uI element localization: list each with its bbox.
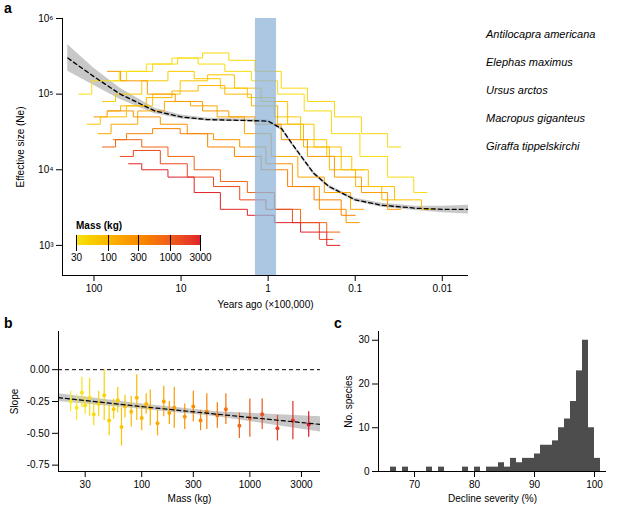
svg-text:10⁵: 10⁵ (38, 88, 53, 99)
svg-text:0.01: 0.01 (433, 283, 453, 294)
svg-text:0.1: 0.1 (348, 283, 362, 294)
svg-text:3000: 3000 (189, 252, 212, 263)
svg-text:Mass (kg): Mass (kg) (168, 493, 212, 504)
svg-text:0: 0 (364, 466, 370, 477)
html-text:Antilocapra americana: Antilocapra americana (486, 28, 596, 40)
svg-text:100: 100 (100, 252, 117, 263)
svg-text:Years ago (×100,000): Years ago (×100,000) (217, 299, 313, 310)
svg-text:70: 70 (409, 479, 421, 490)
svg-text:1000: 1000 (239, 479, 262, 490)
svg-text:-0.25: -0.25 (27, 396, 50, 407)
svg-text:80: 80 (469, 479, 481, 490)
html-text:Macropus giganteus: Macropus giganteus (486, 112, 586, 124)
html-text:Giraffa tippelskirchi: Giraffa tippelskirchi (486, 140, 580, 152)
svg-text:90: 90 (529, 479, 541, 490)
svg-text:1: 1 (265, 283, 271, 294)
svg-text:30: 30 (71, 252, 83, 263)
svg-text:Slope: Slope (9, 388, 20, 414)
svg-text:10: 10 (176, 283, 188, 294)
svg-text:-0.50: -0.50 (27, 428, 50, 439)
svg-text:30: 30 (358, 334, 370, 345)
html-text:c: c (334, 315, 342, 331)
svg-text:No. species: No. species (343, 375, 354, 427)
svg-text:30: 30 (80, 479, 92, 490)
svg-text:1000: 1000 (159, 252, 182, 263)
svg-text:20: 20 (358, 378, 370, 389)
svg-text:Mass (kg): Mass (kg) (76, 220, 122, 231)
svg-text:100: 100 (586, 479, 603, 490)
svg-text:300: 300 (130, 252, 147, 263)
svg-text:10: 10 (358, 422, 370, 433)
svg-text:10⁶: 10⁶ (38, 13, 53, 24)
svg-text:Decline severity (%): Decline severity (%) (448, 493, 537, 504)
svg-text:100: 100 (86, 283, 103, 294)
svg-text:3000: 3000 (290, 479, 313, 490)
svg-text:300: 300 (185, 479, 202, 490)
svg-text:Effective size (Ne): Effective size (Ne) (15, 107, 26, 188)
html-text:a: a (4, 0, 12, 16)
svg-text:10⁴: 10⁴ (38, 164, 53, 175)
svg-text:10³: 10³ (39, 240, 54, 251)
html-text:Ursus arctos: Ursus arctos (486, 84, 548, 96)
svg-text:-0.75: -0.75 (27, 459, 50, 470)
svg-text:100: 100 (133, 479, 150, 490)
html-text:Elephas maximus: Elephas maximus (486, 56, 573, 68)
svg-text:0.00: 0.00 (30, 364, 50, 375)
html-text:b: b (4, 315, 13, 331)
